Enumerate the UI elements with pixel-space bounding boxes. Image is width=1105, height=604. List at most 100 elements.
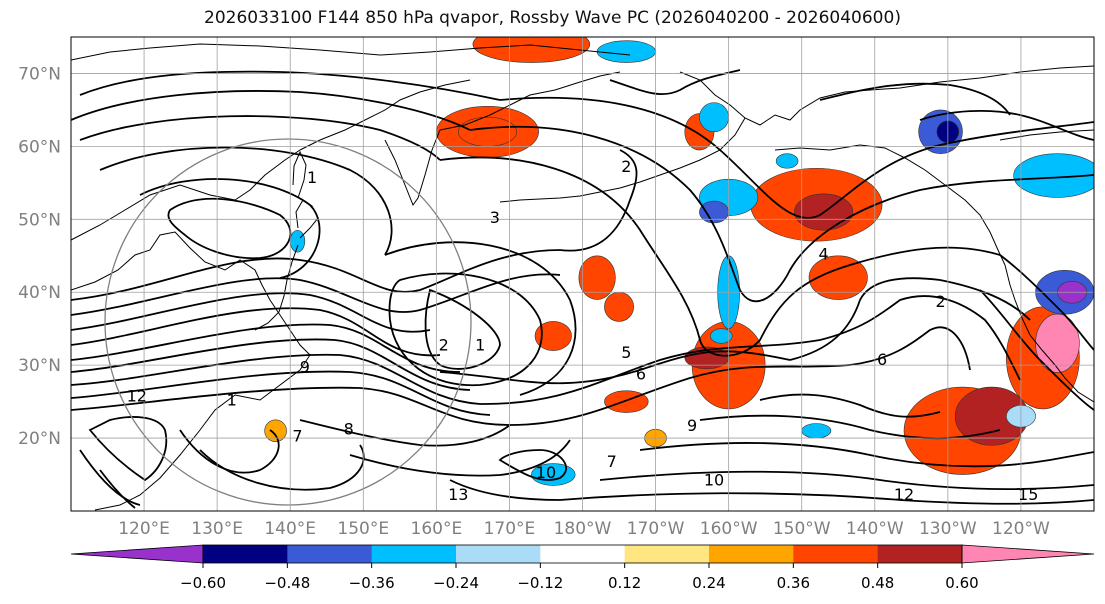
contour-line: [559, 149, 638, 252]
longitude-tick-label: 140°E: [264, 519, 316, 539]
contour-line: [71, 353, 481, 405]
colorbar-tick-label: 0.36: [777, 574, 810, 592]
colorbar: [70, 544, 1095, 564]
contour-label: 7: [607, 452, 617, 471]
coast-alaska-south: [599, 117, 746, 193]
colorbar-tick-label: 0.48: [861, 574, 894, 592]
shading-blob: [699, 102, 729, 133]
contour-label: 9: [687, 416, 697, 435]
contour-line: [759, 393, 941, 418]
longitude-tick-label: 170°W: [627, 519, 685, 539]
colorbar-tick-label: −0.60: [180, 574, 226, 592]
contour-line: [449, 479, 561, 501]
contour-line: [439, 156, 1001, 357]
contour-line: [424, 288, 501, 370]
shading-blob: [801, 423, 832, 439]
longitude-tick-label: 140°W: [846, 519, 904, 539]
contour-line: [71, 249, 561, 301]
contour-line: [71, 386, 511, 426]
colorbar-tick-label: 0.60: [945, 574, 978, 592]
contour-line: [559, 492, 1094, 505]
contour-label: 4: [819, 244, 829, 263]
coast-alaska: [679, 65, 1094, 126]
coast-japan: [254, 244, 299, 331]
map-frame: [70, 36, 1095, 512]
shading-blob: [289, 229, 306, 253]
contour-line: [79, 449, 141, 506]
contour-line: [479, 339, 821, 405]
contour-line: [789, 277, 1031, 361]
colorbar-tick-label: −0.48: [264, 574, 310, 592]
gridlines: [71, 37, 1094, 511]
shading-blob: [264, 419, 287, 443]
contour-line: [99, 146, 393, 256]
contour-label: 5: [621, 343, 631, 362]
contour-line: [349, 439, 571, 477]
latitude-tick-label: 70°N: [18, 64, 61, 84]
shading-blob: [808, 255, 868, 300]
contour-line: [819, 82, 1011, 116]
colorbar-segment: [371, 545, 457, 563]
contour-line: [699, 414, 1001, 440]
shading-blob: [578, 255, 616, 300]
longitude-tick-label: 180°W: [554, 519, 612, 539]
contour-label: 12: [127, 387, 147, 406]
shading-blob: [534, 321, 572, 351]
longitude-tick-label: 130°W: [919, 519, 977, 539]
longitude-tick-label: 120°E: [118, 519, 170, 539]
shading-blob: [457, 116, 518, 147]
contour-label: 1: [475, 336, 485, 355]
contour-line: [71, 370, 491, 416]
coast-canada-inland: [999, 129, 1094, 141]
contour-line: [469, 125, 1094, 303]
contour-line: [167, 197, 292, 260]
contour-line: [384, 241, 577, 396]
contour-line: [979, 289, 1094, 411]
contour-line: [388, 272, 543, 387]
colorbar-tick-label: 0.12: [608, 574, 641, 592]
colorbar-frame: [202, 544, 963, 564]
colorbar-segment: [540, 545, 626, 563]
colorbar-extend-low: [70, 544, 204, 564]
contour-label: 2: [621, 157, 631, 176]
colorbar-tick-label: −0.36: [349, 574, 395, 592]
contour-label: 1: [227, 390, 237, 409]
contour-line: [439, 350, 791, 385]
contour-line: [71, 307, 441, 357]
longitude-tick-label: 150°W: [773, 519, 831, 539]
colorbar-segment: [287, 545, 373, 563]
rossby-wave-circle: [104, 138, 472, 506]
longitude-tick-label: 170°E: [484, 519, 536, 539]
contour-line: [199, 444, 365, 491]
shading-blob: [775, 153, 799, 169]
contour-line: [849, 326, 971, 371]
colorbar-segment: [203, 545, 288, 563]
contour-line: [499, 96, 1094, 219]
contour-label: 9: [300, 357, 310, 376]
longitude-tick-label: 120°W: [992, 519, 1050, 539]
contour-label: 6: [877, 350, 887, 369]
longitude-tick-label: 150°E: [337, 519, 389, 539]
colorbar-extend-high: [961, 544, 1095, 564]
contour-line: [139, 178, 321, 279]
colorbar-segment: [624, 545, 710, 563]
shading-blob: [596, 40, 656, 63]
contour-line: [71, 292, 431, 333]
contour-line: [71, 273, 561, 316]
latitude-tick-label: 60°N: [18, 137, 61, 157]
contour-label: 7: [292, 427, 302, 446]
colorbar-ticks: −0.60 −0.48 −0.36 −0.24 −0.12 0.12 0.24 0.36 0.4…: [180, 563, 979, 592]
contour-line: [99, 469, 136, 509]
figure-title: 2026033100 F144 850 hPa qvapor, Rossby W…: [204, 8, 901, 28]
coast-sakhalin: [292, 150, 307, 199]
contour-line: [179, 429, 280, 474]
latitude-tick-label: 20°N: [18, 429, 61, 449]
colorbar-tick-label: 0.24: [692, 574, 725, 592]
colorbar-segment: [877, 545, 963, 563]
colorbar-segment: [709, 545, 794, 563]
latitude-tick-label: 50°N: [18, 210, 61, 230]
shading-layer: [264, 37, 1094, 486]
colorbar-segment: [793, 545, 879, 563]
